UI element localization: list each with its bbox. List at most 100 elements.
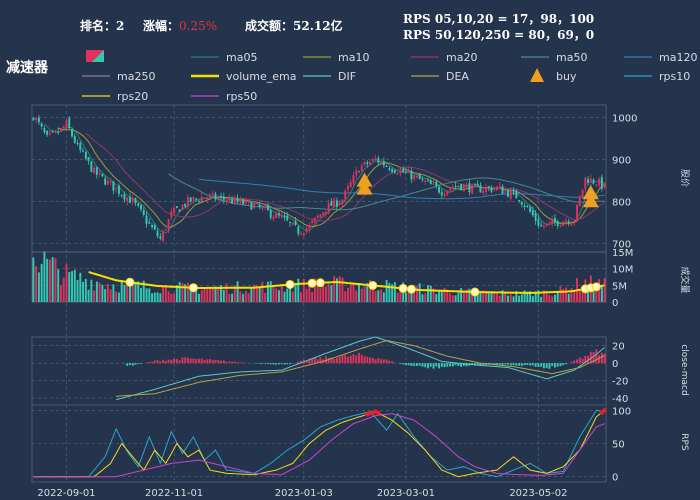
volume-bar bbox=[424, 293, 427, 302]
volume-bar bbox=[46, 258, 49, 302]
volume-bar bbox=[358, 283, 360, 302]
volume-bar bbox=[197, 293, 200, 302]
candle-body bbox=[175, 206, 178, 208]
volume-bar bbox=[35, 266, 38, 302]
macd-histogram-bar bbox=[479, 363, 482, 367]
volume-bar bbox=[84, 278, 87, 302]
candle-body bbox=[261, 207, 264, 209]
volume-bar bbox=[553, 294, 556, 302]
candle-body bbox=[482, 190, 485, 193]
volume-bar bbox=[451, 295, 454, 302]
macd-histogram-bar bbox=[134, 363, 137, 365]
rps10-line bbox=[33, 409, 605, 478]
volume-bar bbox=[269, 281, 272, 302]
legend-DIF-label: DIF bbox=[338, 70, 356, 83]
volume-bar bbox=[385, 279, 388, 302]
macd-tick-label: 0 bbox=[612, 359, 618, 370]
volume-tick-label: 10M bbox=[612, 265, 633, 276]
candle-body bbox=[424, 181, 427, 183]
volume-bar bbox=[164, 285, 167, 302]
candle-body bbox=[120, 195, 123, 197]
volume-bar bbox=[206, 288, 209, 302]
candle-body bbox=[402, 168, 405, 173]
candle-body bbox=[278, 213, 280, 216]
volume-bar bbox=[112, 284, 115, 302]
candle-body bbox=[551, 219, 554, 224]
volume-bar bbox=[272, 287, 275, 302]
candle-body bbox=[515, 190, 518, 199]
candle-body bbox=[266, 205, 269, 211]
volume-bar bbox=[37, 272, 40, 302]
rps50-line bbox=[33, 413, 605, 478]
volume-bar bbox=[209, 288, 211, 302]
macd-histogram-bar bbox=[264, 363, 267, 364]
candle-body bbox=[330, 201, 333, 207]
macd-histogram-bar bbox=[565, 363, 567, 365]
volume-bar bbox=[504, 291, 507, 302]
volume-bar bbox=[526, 291, 529, 302]
candle-body bbox=[228, 198, 231, 200]
volume-bar bbox=[565, 287, 567, 302]
legend-rps10-label: rps10 bbox=[659, 70, 690, 83]
candle-body bbox=[429, 180, 432, 185]
candle-body bbox=[360, 165, 363, 171]
macd-histogram-bar bbox=[184, 357, 187, 364]
macd-histogram-bar bbox=[498, 363, 501, 365]
candle-body bbox=[457, 185, 460, 187]
legend-volume_ema-label: volume_ema bbox=[226, 70, 296, 83]
candle-body bbox=[407, 169, 410, 173]
macd-histogram-bar bbox=[162, 359, 165, 364]
macd-histogram-bar bbox=[366, 356, 369, 364]
macd-histogram-bar bbox=[592, 351, 595, 364]
ma120-line bbox=[198, 178, 605, 200]
candle-body bbox=[311, 221, 314, 224]
volume-panel-frame bbox=[31, 251, 607, 303]
macd-histogram-bar bbox=[595, 349, 598, 364]
volume-bar bbox=[225, 283, 228, 302]
candle-body bbox=[526, 205, 529, 207]
volume-bar bbox=[476, 293, 479, 302]
candle-body bbox=[545, 223, 548, 226]
volume-bar bbox=[493, 291, 496, 302]
candle-body bbox=[40, 123, 43, 127]
volume-bar bbox=[457, 292, 460, 302]
volume-bar bbox=[140, 287, 142, 302]
volume-bar bbox=[396, 292, 399, 302]
volume-bar bbox=[297, 278, 300, 302]
macd-histogram-bar bbox=[319, 357, 322, 364]
candle-body bbox=[462, 184, 465, 192]
volume-bar bbox=[449, 293, 452, 302]
volume-bar bbox=[393, 282, 396, 302]
candle-body bbox=[109, 181, 112, 183]
price-tick-label: 900 bbox=[612, 156, 631, 167]
candle-body bbox=[90, 161, 93, 172]
volume-ema-marker bbox=[368, 280, 378, 290]
candle-body bbox=[438, 187, 441, 193]
macd-histogram-bar bbox=[173, 358, 176, 364]
macd-histogram-bar bbox=[280, 363, 283, 365]
volume-bar bbox=[54, 258, 57, 302]
candle-body bbox=[134, 198, 137, 204]
rank-value: 2 bbox=[116, 19, 125, 33]
candle-body bbox=[498, 186, 501, 188]
volume-bar bbox=[542, 290, 545, 302]
candle-body bbox=[487, 186, 490, 188]
macd-histogram-bar bbox=[427, 363, 429, 369]
macd-histogram-bar bbox=[598, 355, 601, 364]
buy-signal-marker bbox=[356, 172, 373, 187]
macd-histogram-bar bbox=[512, 363, 515, 366]
candle-body bbox=[244, 200, 247, 203]
candle-body bbox=[79, 143, 82, 150]
macd-histogram-bar bbox=[335, 358, 338, 364]
macd-histogram-bar bbox=[465, 363, 468, 367]
candle-body bbox=[65, 120, 68, 129]
volume-bar bbox=[280, 283, 283, 302]
candle-body bbox=[211, 193, 214, 195]
volume-bar bbox=[76, 279, 79, 302]
macd-histogram-bar bbox=[316, 359, 319, 364]
macd-histogram-bar bbox=[382, 359, 385, 364]
candle-body bbox=[289, 221, 291, 223]
candle-body bbox=[203, 197, 206, 199]
macd-histogram-bar bbox=[388, 360, 391, 364]
volume-bar bbox=[82, 281, 85, 302]
